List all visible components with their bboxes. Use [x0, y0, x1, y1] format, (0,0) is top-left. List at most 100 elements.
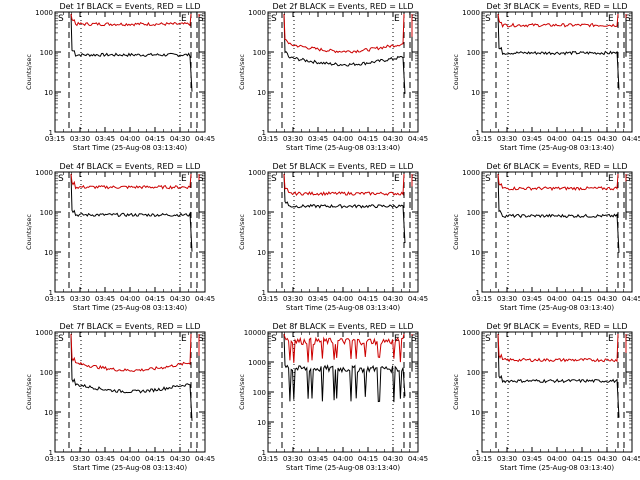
- y-tick-label: 10: [44, 89, 53, 97]
- y-tick-label: 1000: [248, 359, 266, 367]
- y-tick-label: 100: [40, 369, 53, 377]
- start-marker-label: S: [58, 174, 64, 184]
- y-tick-label: 100: [467, 209, 480, 217]
- end-marker-label: E: [181, 334, 187, 344]
- x-tick-label: 04:15: [145, 455, 165, 463]
- x-tick-label: 04:30: [170, 295, 190, 303]
- start-marker-label: S: [411, 334, 417, 344]
- y-tick-label: 10: [44, 409, 53, 417]
- panel-det-8: Det 8f BLACK = Events, RED = LLD 1 10 100 10…: [238, 322, 428, 472]
- y-axis-label: Counts/sec: [25, 54, 33, 90]
- lld-series-line: [283, 13, 405, 54]
- panel-title: Det 4f BLACK = Events, RED = LLD: [59, 162, 200, 171]
- x-axis-label: Start Time (25-Aug-08 03:13:40): [73, 464, 187, 472]
- x-tick-label: 04:00: [333, 295, 353, 303]
- x-tick-label: 04:30: [170, 135, 190, 143]
- y-axis-label: Counts/sec: [238, 374, 246, 410]
- x-tick-label: 04:00: [120, 295, 140, 303]
- panel-det-5: Det 5f BLACK = Events, RED = LLD 1 10 100 10…: [238, 162, 428, 312]
- y-axis-label: Counts/sec: [25, 374, 33, 410]
- x-tick-label: 03:45: [308, 295, 328, 303]
- y-tick-label: 1: [49, 129, 53, 137]
- x-tick-label: 04:00: [547, 455, 567, 463]
- lld-series-line: [497, 333, 619, 363]
- x-tick-label: 03:30: [497, 455, 517, 463]
- y-tick-label: 1: [262, 129, 266, 137]
- x-tick-label: 03:45: [308, 455, 328, 463]
- start-marker-label: S: [58, 334, 64, 344]
- y-tick-label: 1: [476, 129, 480, 137]
- x-tick-label: 04:30: [597, 135, 617, 143]
- start-marker-label: S: [271, 334, 277, 344]
- panel-title: Det 3f BLACK = Events, RED = LLD: [486, 2, 627, 11]
- end-marker-label: E: [608, 334, 614, 344]
- y-tick-label: 100: [40, 49, 53, 57]
- x-tick-label: 04:45: [622, 455, 640, 463]
- x-tick-label: 03:30: [497, 295, 517, 303]
- x-tick-label: 04:00: [333, 455, 353, 463]
- start-marker-label: S: [625, 174, 631, 184]
- panel-title: Det 2f BLACK = Events, RED = LLD: [272, 2, 413, 11]
- panel-title: Det 7f BLACK = Events, RED = LLD: [59, 322, 200, 331]
- events-series-line: [497, 13, 620, 90]
- y-axis-label: Counts/sec: [452, 214, 460, 250]
- x-tick-label: 04:00: [547, 135, 567, 143]
- y-axis-label: Counts/sec: [452, 374, 460, 410]
- y-tick-label: 1000: [35, 169, 53, 177]
- y-tick-label: 1: [262, 449, 266, 457]
- x-tick-label: 04:15: [358, 295, 378, 303]
- y-tick-label: 1: [49, 449, 53, 457]
- y-tick-label: 10: [44, 249, 53, 257]
- x-axis-label: Start Time (25-Aug-08 03:13:40): [286, 144, 400, 152]
- start-marker-label: S: [485, 334, 491, 344]
- end-marker-label: E: [181, 14, 187, 24]
- start-marker-label: S: [411, 174, 417, 184]
- end-marker-label: E: [394, 14, 400, 24]
- x-tick-label: 04:15: [572, 295, 592, 303]
- x-axis-label: Start Time (25-Aug-08 03:13:40): [73, 304, 187, 312]
- lld-series-line: [283, 173, 405, 197]
- panel-title: Det 6f BLACK = Events, RED = LLD: [486, 162, 627, 171]
- y-tick-label: 10: [471, 89, 480, 97]
- start-marker-label: S: [411, 14, 417, 24]
- x-tick-label: 03:30: [497, 135, 517, 143]
- start-marker-label: S: [198, 14, 204, 24]
- plot-frame: [267, 171, 419, 293]
- y-axis-label: Counts/sec: [25, 214, 33, 250]
- x-tick-label: 03:15: [258, 295, 278, 303]
- x-tick-label: 03:15: [472, 295, 492, 303]
- panel-det-2: Det 2f BLACK = Events, RED = LLD 1 10 100 10…: [238, 2, 428, 152]
- start-marker-label: S: [198, 334, 204, 344]
- plot-frame: [267, 11, 419, 133]
- x-tick-label: 04:00: [333, 135, 353, 143]
- y-tick-label: 1000: [462, 169, 480, 177]
- x-tick-label: 03:45: [308, 135, 328, 143]
- start-marker-label: S: [485, 14, 491, 24]
- x-tick-label: 03:15: [45, 135, 65, 143]
- x-tick-label: 04:00: [547, 295, 567, 303]
- panel-det-1: Det 1f BLACK = Events, RED = LLD 1 10 100 10…: [25, 2, 215, 152]
- x-tick-label: 04:45: [408, 295, 428, 303]
- x-tick-label: 04:30: [383, 455, 403, 463]
- y-tick-label: 1: [476, 289, 480, 297]
- events-series-line: [70, 13, 193, 92]
- y-axis-label: Counts/sec: [238, 214, 246, 250]
- y-tick-label: 1000: [35, 9, 53, 17]
- events-series-line: [283, 13, 406, 94]
- x-tick-label: 04:45: [195, 455, 215, 463]
- lld-series-line: [283, 333, 405, 363]
- x-tick-label: 03:15: [258, 455, 278, 463]
- lld-series-line: [497, 13, 619, 28]
- x-tick-label: 03:15: [472, 135, 492, 143]
- y-tick-label: 10000: [244, 329, 266, 337]
- events-series-line: [497, 333, 620, 418]
- y-tick-label: 100: [40, 209, 53, 217]
- x-tick-label: 04:15: [145, 135, 165, 143]
- x-tick-label: 04:15: [572, 135, 592, 143]
- y-tick-label: 1: [262, 289, 266, 297]
- x-tick-label: 04:30: [383, 135, 403, 143]
- x-tick-label: 03:15: [472, 455, 492, 463]
- x-axis-label: Start Time (25-Aug-08 03:13:40): [286, 304, 400, 312]
- x-tick-label: 04:15: [145, 295, 165, 303]
- panel-title: Det 9f BLACK = Events, RED = LLD: [486, 322, 627, 331]
